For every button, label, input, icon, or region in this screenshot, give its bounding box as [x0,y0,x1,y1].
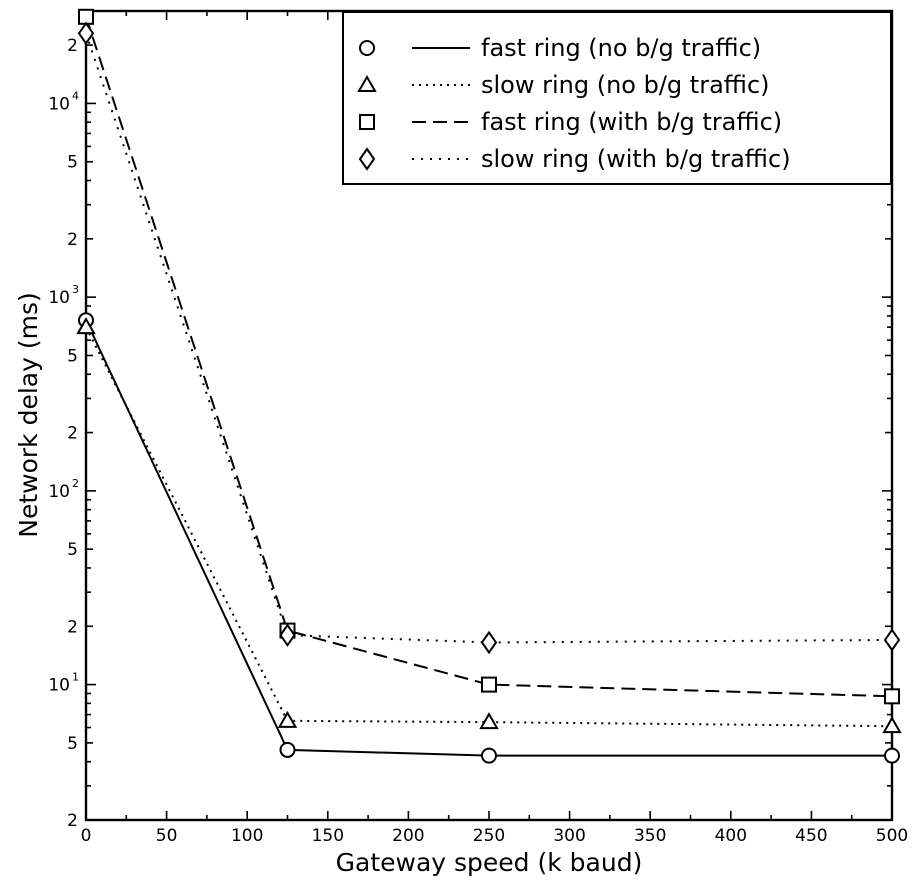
legend-marker-triangle [357,74,377,92]
series-markers [76,8,902,764]
series-lines [85,16,893,757]
y-tick-label: 5 [67,734,78,754]
y-tick-exponent: 4 [72,89,79,102]
y-tick-label: 10 [48,288,70,308]
y-tick-exponent: 1 [72,671,79,684]
x-tick-label: 250 [473,826,505,846]
x-tick-label: 100 [231,826,263,846]
y-tick-label: 5 [67,540,78,560]
legend-label: slow ring (with b/g traffic) [481,145,791,173]
legend-marker-circle [359,40,375,56]
y-axis-label: Network delay (ms) [14,292,43,537]
data-point-triangle [882,716,902,734]
y-tick-exponent: 2 [72,477,79,490]
x-tick-label: 450 [795,826,827,846]
data-point-diamond [279,623,296,647]
data-point-triangle [277,710,298,728]
x-axis-label: Gateway speed (k baud) [336,848,643,877]
data-point-diamond [77,21,95,46]
data-point-diamond [883,628,901,652]
y-tick-label: 2 [67,36,78,56]
y-tick-label: 5 [67,153,78,173]
legend: fast ring (no b/g traffic) slow ring (no … [342,11,892,185]
x-tick-label: 50 [156,826,178,846]
data-point-circle [279,741,296,758]
data-point-circle [481,747,497,764]
y-tick-label: 10 [48,94,70,114]
y-tick-label: 2 [67,424,78,444]
x-tick-label: 350 [634,826,666,846]
y-tick-label: 2 [67,617,78,637]
series-line-square [85,16,893,698]
data-point-square [481,676,497,693]
data-point-triangle [76,317,96,335]
x-tick-label: 0 [81,826,92,846]
legend-label: fast ring (no b/g traffic) [481,34,761,62]
data-point-diamond [480,630,498,655]
legend-marker-square [359,114,375,130]
x-tick-label: 300 [553,826,585,846]
legend-box [342,11,892,185]
y-tick-label: 2 [67,811,78,831]
series-line-circle [85,319,892,757]
y-tick-exponent: 3 [72,283,79,296]
legend-label: slow ring (no b/g traffic) [481,71,770,99]
y-tick-label: 10 [48,482,70,502]
y-tick-label: 2 [67,230,78,250]
x-tick-label: 500 [876,826,908,846]
data-point-square [884,688,900,705]
y-tick-label: 10 [48,676,70,696]
x-tick-label: 200 [392,826,424,846]
data-point-circle [884,747,900,764]
legend-label: fast ring (with b/g traffic) [481,108,782,136]
data-point-triangle [479,712,499,730]
x-tick-label: 150 [312,826,344,846]
legend-marker-diamond [358,147,376,171]
y-tick-label: 5 [67,346,78,366]
x-tick-label: 400 [715,826,747,846]
